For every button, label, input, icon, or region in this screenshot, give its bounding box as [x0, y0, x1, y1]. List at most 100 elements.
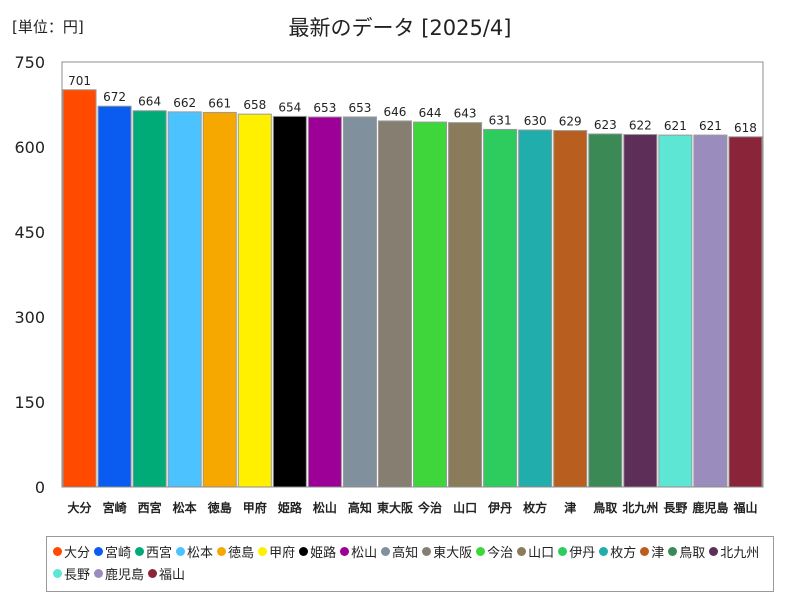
legend-item: 北九州 [709, 541, 759, 561]
bar [658, 134, 693, 488]
bar [693, 134, 728, 488]
legend-item: 伊丹 [558, 541, 595, 561]
data-label: 629 [559, 115, 582, 129]
bar [413, 121, 448, 488]
legend-item: 宮崎 [94, 541, 131, 561]
data-label: 654 [278, 100, 301, 114]
chart-title: 最新のデータ [2025/4] [288, 16, 512, 40]
data-label: 621 [664, 119, 687, 133]
legend-marker [381, 546, 391, 556]
legend-item: 徳島 [217, 541, 254, 561]
plot-frame [61, 61, 764, 488]
x-tick-label: 西宮 [138, 500, 162, 515]
bar [377, 120, 413, 488]
legend-marker [599, 546, 609, 556]
legend-item: 枚方 [599, 541, 636, 561]
bar [307, 116, 342, 488]
bar [167, 111, 202, 488]
y-tick-label: 300 [14, 308, 45, 327]
legend-label: 山口 [528, 545, 555, 561]
bar [202, 111, 237, 488]
bar [97, 105, 132, 488]
legend-item: 高知 [381, 541, 418, 561]
bar [588, 133, 623, 488]
legend-item: 姫路 [299, 541, 336, 561]
legend-marker [668, 546, 678, 556]
legend-item: 西宮 [135, 541, 172, 561]
data-label: 661 [208, 96, 231, 110]
x-tick-label: 伊丹 [487, 500, 512, 515]
legend-marker [217, 546, 227, 556]
x-tick-label: 今治 [417, 500, 442, 515]
x-tick-label: 宮崎 [103, 500, 127, 515]
bar-chart: 0 150 300 450 600 750 701 672 664 662 661 658 654 65… [14, 53, 764, 515]
legend-marker [53, 546, 62, 556]
bar [728, 136, 763, 488]
bar [553, 130, 588, 488]
legend-marker [422, 546, 432, 556]
legend-marker [709, 546, 719, 556]
legend-item: 山口 [517, 541, 554, 561]
data-label: 631 [489, 113, 512, 127]
data-label: 646 [384, 105, 407, 119]
x-tick-label: 鹿児島 [692, 500, 728, 515]
bar [132, 110, 167, 488]
legend-marker [640, 546, 650, 556]
x-tick-label: 北九州 [622, 500, 658, 515]
x-tick-label: 高知 [348, 500, 372, 515]
legend-label: 姫路 [310, 545, 337, 561]
data-label: 622 [629, 119, 652, 133]
legend-marker [558, 546, 568, 556]
legend-item: 鹿児島 [94, 563, 144, 583]
legend-item: 長野 [53, 563, 90, 583]
data-label: 630 [524, 114, 547, 128]
bar [448, 122, 483, 488]
x-tick-label: 鳥取 [593, 500, 617, 515]
x-tick-label: 甲府 [243, 500, 267, 515]
legend-marker [340, 546, 350, 556]
data-label: 653 [348, 101, 371, 115]
data-label: 621 [699, 119, 722, 133]
legend-item: 福山 [148, 563, 185, 583]
legend-label: 鹿児島 [105, 567, 145, 583]
legend: 大分 宮崎 西宮 松本 徳島 甲府 姫路 松山 高知 東大阪 今治 山口 伊丹 枚方津鳥取 北九州 長野 鹿児島… [46, 536, 774, 592]
legend-marker [258, 546, 268, 556]
legend-label: 北九州 [720, 545, 760, 561]
legend-label: 松山 [351, 545, 378, 561]
bar [272, 115, 307, 488]
data-label: 653 [313, 101, 336, 115]
legend-label: 宮崎 [105, 545, 132, 561]
y-tick-label: 150 [14, 393, 45, 412]
x-tick-label: 津 [564, 500, 576, 515]
legend-label: 西宮 [146, 545, 173, 561]
legend-item: 大分 [53, 541, 90, 561]
legend-marker [135, 546, 145, 556]
legend-label: 徳島 [228, 545, 255, 561]
data-label: 701 [68, 74, 91, 88]
legend-marker [176, 546, 186, 556]
legend-label: 福山 [159, 567, 186, 583]
data-label: 662 [173, 96, 196, 110]
legend-item: 松山 [340, 541, 377, 561]
x-tick-label: 東大阪 [377, 500, 414, 515]
legend-label: 枚方 [610, 545, 637, 561]
legend-label: 大分 [64, 545, 91, 561]
x-tick-label: 山口 [453, 500, 477, 515]
bar [62, 89, 97, 488]
legend-marker [476, 546, 486, 556]
data-label: 643 [454, 107, 477, 121]
legend-item: 今治 [476, 541, 513, 561]
legend-item: 東大阪 [422, 541, 472, 561]
legend-label: 東大阪 [433, 545, 473, 561]
y-tick-label: 0 [35, 478, 45, 497]
x-tick-label: 徳島 [207, 500, 232, 515]
x-tick-label: 福山 [732, 500, 757, 515]
bar [237, 113, 272, 488]
y-axis: 0 150 300 450 600 750 [14, 53, 45, 497]
x-tick-label: 長野 [663, 500, 687, 515]
data-label: 672 [103, 90, 126, 104]
legend-label: 高知 [392, 545, 419, 561]
legend-label: 甲府 [269, 545, 296, 561]
x-axis-labels: 大分 宮崎 西宮 松本 徳島 甲府 姫路 松山 高知 東大阪 今治 山口 伊丹 枚方 津 鳥取 北九州 長野 鹿児島… [68, 500, 758, 515]
x-tick-label: 枚方 [523, 500, 547, 515]
